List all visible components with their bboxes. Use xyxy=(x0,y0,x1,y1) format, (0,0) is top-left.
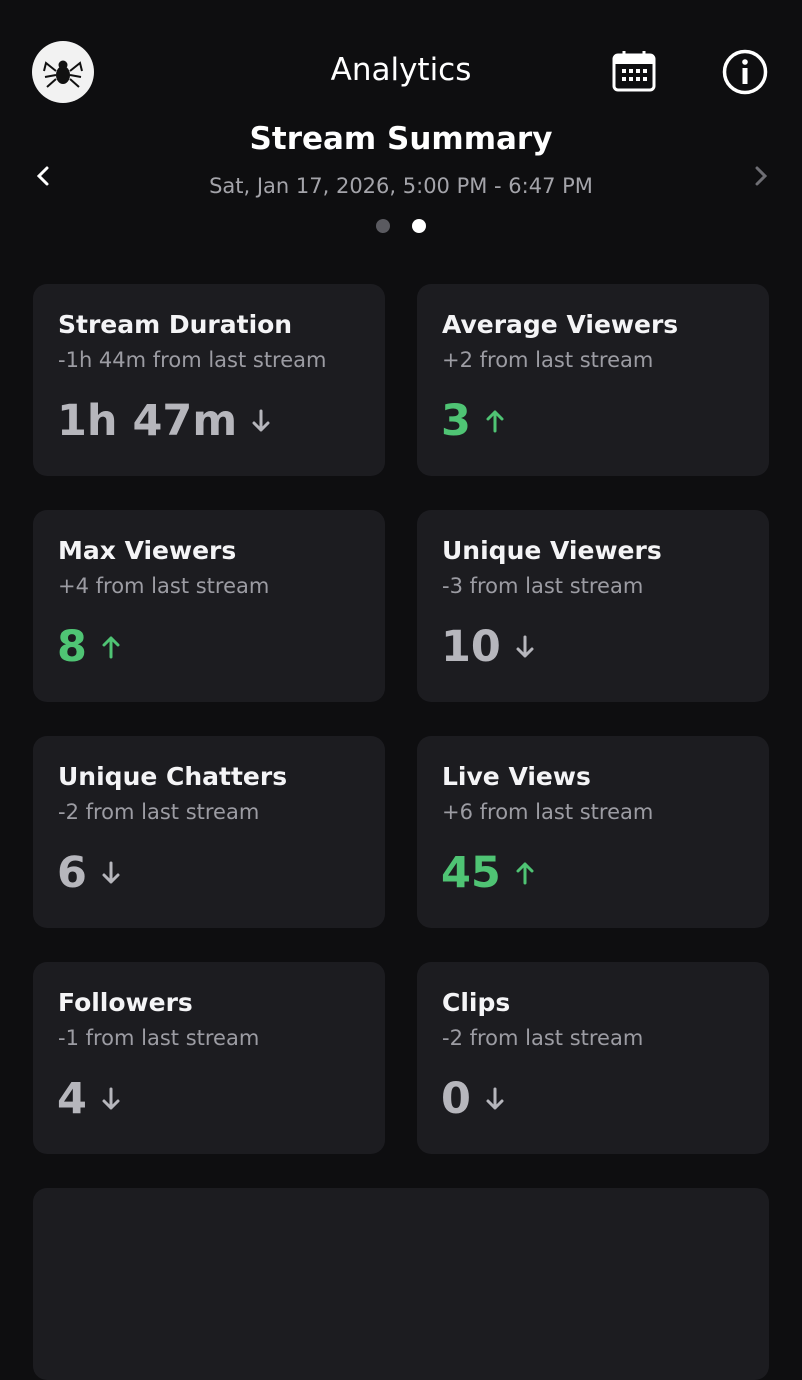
previous-button[interactable] xyxy=(32,164,54,188)
metric-title: Stream Duration xyxy=(58,310,293,339)
metric-value: 10 xyxy=(441,622,501,672)
metric-value: 0 xyxy=(441,1074,471,1124)
analytics-screen: Analytics Stream Summary Sat, Jan 17, 20… xyxy=(32,41,772,1380)
avatar[interactable] xyxy=(32,41,94,103)
calendar-button[interactable] xyxy=(612,50,656,92)
metric-title: Unique Viewers xyxy=(442,536,662,565)
header-title: Analytics xyxy=(330,52,472,88)
metric-card: Followers -1 from last stream 4 xyxy=(33,962,385,1154)
trend-up-arrow xyxy=(486,410,504,433)
metric-card: Average Viewers +2 from last stream 3 xyxy=(417,284,769,476)
metric-change: +4 from last stream xyxy=(58,574,270,598)
metric-card: Clips -2 from last stream 0 xyxy=(417,962,769,1154)
trend-down-arrow xyxy=(252,409,270,432)
metric-title: Unique Chatters xyxy=(58,762,288,791)
metric-value-row: 3 xyxy=(441,396,505,446)
trend-up-arrow xyxy=(102,636,120,659)
metric-value-row: 10 xyxy=(441,622,535,672)
summary-title: Stream Summary xyxy=(249,121,553,157)
metric-change: -2 from last stream xyxy=(442,1026,644,1050)
metric-value-row: 1h 47m xyxy=(57,396,271,446)
metric-change: +2 from last stream xyxy=(442,348,654,372)
summary-date: Sat, Jan 17, 2026, 5:00 PM - 6:47 PM xyxy=(209,174,593,198)
partial-card xyxy=(33,1188,769,1380)
metric-change: -1h 44m from last stream xyxy=(58,348,327,372)
metric-change: -2 from last stream xyxy=(58,800,260,824)
metric-card: Unique Viewers -3 from last stream 10 xyxy=(417,510,769,702)
metric-value: 45 xyxy=(441,848,501,898)
trend-down-arrow xyxy=(102,861,120,884)
trend-up-arrow xyxy=(516,862,534,885)
metric-value: 1h 47m xyxy=(57,396,238,446)
metric-card: Live Views +6 from last stream 45 xyxy=(417,736,769,928)
trend-down-arrow xyxy=(486,1087,504,1110)
metric-value: 6 xyxy=(57,848,87,898)
metric-title: Live Views xyxy=(442,762,591,791)
metric-value-row: 6 xyxy=(57,848,121,898)
metric-title: Clips xyxy=(442,988,511,1017)
metric-value: 4 xyxy=(57,1074,87,1124)
metric-value-row: 0 xyxy=(441,1074,505,1124)
metric-value-row: 8 xyxy=(57,622,121,672)
next-button[interactable] xyxy=(750,164,772,188)
info-button[interactable] xyxy=(722,49,768,95)
metric-value-row: 4 xyxy=(57,1074,121,1124)
metric-change: -3 from last stream xyxy=(442,574,644,598)
metric-change: -1 from last stream xyxy=(58,1026,260,1050)
metric-card: Max Viewers +4 from last stream 8 xyxy=(33,510,385,702)
metric-change: +6 from last stream xyxy=(442,800,654,824)
metric-title: Max Viewers xyxy=(58,536,237,565)
metric-title: Followers xyxy=(58,988,193,1017)
trend-down-arrow xyxy=(102,1087,120,1110)
page-dots xyxy=(376,219,426,233)
metric-value: 3 xyxy=(441,396,471,446)
metric-title: Average Viewers xyxy=(442,310,679,339)
metric-card: Unique Chatters -2 from last stream 6 xyxy=(33,736,385,928)
trend-down-arrow xyxy=(516,635,534,658)
metric-card: Stream Duration -1h 44m from last stream 1… xyxy=(33,284,385,476)
metric-value: 8 xyxy=(57,622,87,672)
metric-value-row: 45 xyxy=(441,848,535,898)
